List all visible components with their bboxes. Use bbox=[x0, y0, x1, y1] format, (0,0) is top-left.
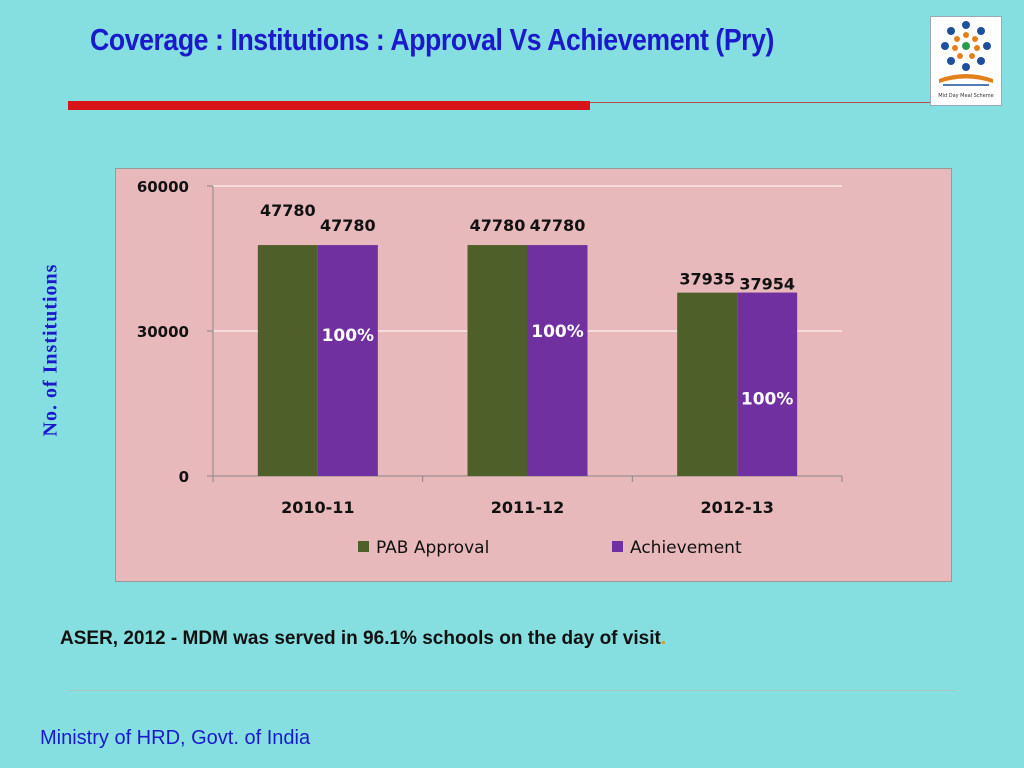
x-tick-label: 2010-11 bbox=[281, 498, 354, 517]
y-axis-label: No. of Institutions bbox=[39, 263, 62, 437]
mid-day-meal-logo-icon: Mid Day Meal Scheme bbox=[930, 16, 1002, 106]
y-tick-label: 30000 bbox=[137, 323, 189, 341]
percent-label: 100% bbox=[531, 322, 584, 342]
bar-value-label: 47780 bbox=[530, 216, 586, 235]
page-title: Coverage : Institutions : Approval Vs Ac… bbox=[90, 22, 774, 57]
aser-note: ASER, 2012 - MDM was served in 96.1% sch… bbox=[60, 628, 666, 650]
legend-swatch bbox=[612, 541, 623, 552]
x-tick-label: 2012-13 bbox=[700, 498, 773, 517]
y-tick-label: 60000 bbox=[137, 178, 189, 196]
logo-emblem-icon bbox=[939, 21, 993, 86]
percent-label: 100% bbox=[322, 326, 375, 346]
title-accent-bar bbox=[68, 101, 590, 110]
legend-label: PAB Approval bbox=[376, 538, 489, 558]
x-tick-label: 2011-12 bbox=[491, 498, 564, 517]
logo-caption: Mid Day Meal Scheme bbox=[938, 93, 994, 99]
bar-approval bbox=[677, 292, 738, 476]
aser-note-dot: . bbox=[660, 628, 667, 649]
y-tick-label: 0 bbox=[179, 468, 189, 486]
bar-value-label: 37935 bbox=[679, 270, 735, 289]
footer-text: Ministry of HRD, Govt. of India bbox=[40, 727, 311, 749]
bar-value-label: 47780 bbox=[260, 201, 316, 220]
bar-achievement bbox=[317, 245, 378, 476]
aser-note-text: ASER, 2012 - MDM was served in 96.1% sch… bbox=[60, 628, 661, 649]
bar-achievement bbox=[527, 245, 588, 476]
bar-value-label: 37954 bbox=[739, 275, 795, 294]
bar-approval bbox=[257, 245, 318, 476]
legend-swatch bbox=[358, 541, 369, 552]
bar-value-label: 47780 bbox=[320, 216, 376, 235]
legend-label: Achievement bbox=[630, 538, 742, 558]
bar-approval bbox=[467, 245, 528, 476]
title-divider-line bbox=[590, 102, 930, 103]
bar-achievement bbox=[737, 292, 798, 476]
bar-value-label: 47780 bbox=[470, 216, 526, 235]
footer-divider bbox=[68, 690, 956, 691]
percent-label: 100% bbox=[741, 390, 794, 410]
